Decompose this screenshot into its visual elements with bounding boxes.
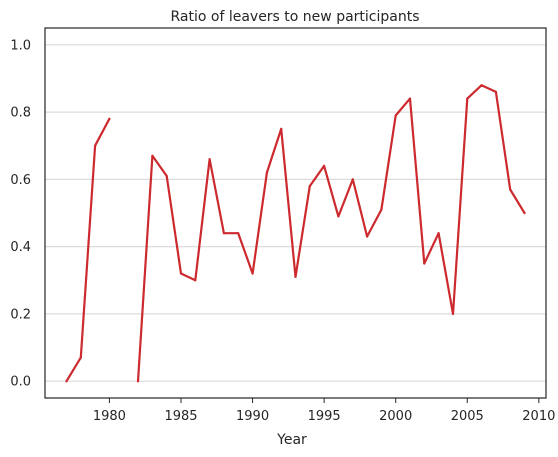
data-point	[179, 272, 183, 275]
y-tick-label: 0.0	[10, 375, 31, 390]
data-point	[94, 144, 97, 147]
x-tick-label: 1990	[236, 409, 269, 424]
x-tick-label: 1980	[93, 409, 126, 424]
data-point	[423, 262, 426, 265]
data-point	[408, 97, 412, 100]
data-point	[437, 232, 440, 235]
data-point	[65, 380, 68, 383]
data-point	[380, 208, 383, 211]
data-point	[509, 188, 512, 191]
chart-title: Ratio of leavers to new participants	[170, 9, 419, 25]
data-point	[523, 211, 526, 215]
x-tick-label: 2000	[379, 409, 412, 424]
data-point	[480, 84, 483, 87]
x-tick-label: 2005	[451, 409, 484, 424]
plot-frame	[44, 27, 547, 399]
x-axis-label: Year	[276, 432, 307, 448]
data-point	[151, 154, 154, 157]
series-layer	[65, 84, 526, 383]
data-point	[165, 174, 168, 178]
y-tick-label: 1.0	[10, 38, 31, 53]
x-tick-label: 1995	[308, 409, 341, 424]
y-tick-label: 0.4	[10, 240, 31, 255]
y-tick-label: 0.6	[10, 173, 31, 188]
data-point	[451, 312, 455, 315]
data-point	[280, 127, 283, 130]
grid-layer	[45, 44, 546, 382]
data-point	[494, 90, 497, 93]
data-point	[194, 279, 197, 282]
data-point	[265, 171, 268, 174]
data-point	[108, 117, 111, 120]
y-tick-label: 0.2	[10, 307, 31, 322]
data-point	[351, 178, 354, 181]
data-point	[136, 380, 140, 383]
series-line	[136, 84, 526, 383]
data-point	[308, 185, 311, 188]
data-point	[394, 114, 397, 117]
data-point	[251, 272, 254, 275]
data-point	[337, 215, 340, 218]
x-tick-label: 2010	[522, 409, 555, 424]
y-tick-label: 0.8	[10, 106, 31, 121]
data-point	[222, 232, 225, 235]
data-point	[466, 97, 469, 100]
data-point	[208, 158, 211, 161]
data-point	[79, 356, 82, 359]
data-point	[366, 235, 369, 238]
data-point	[323, 164, 326, 167]
data-point	[294, 275, 297, 278]
tick-layer: 0.0 0.2 0.4 0.6 0.8 1.0 1980 1985 1990 1995 2000 20…	[10, 38, 555, 424]
series-line	[65, 117, 111, 383]
data-point	[237, 232, 240, 235]
x-tick-label: 1985	[164, 409, 197, 424]
